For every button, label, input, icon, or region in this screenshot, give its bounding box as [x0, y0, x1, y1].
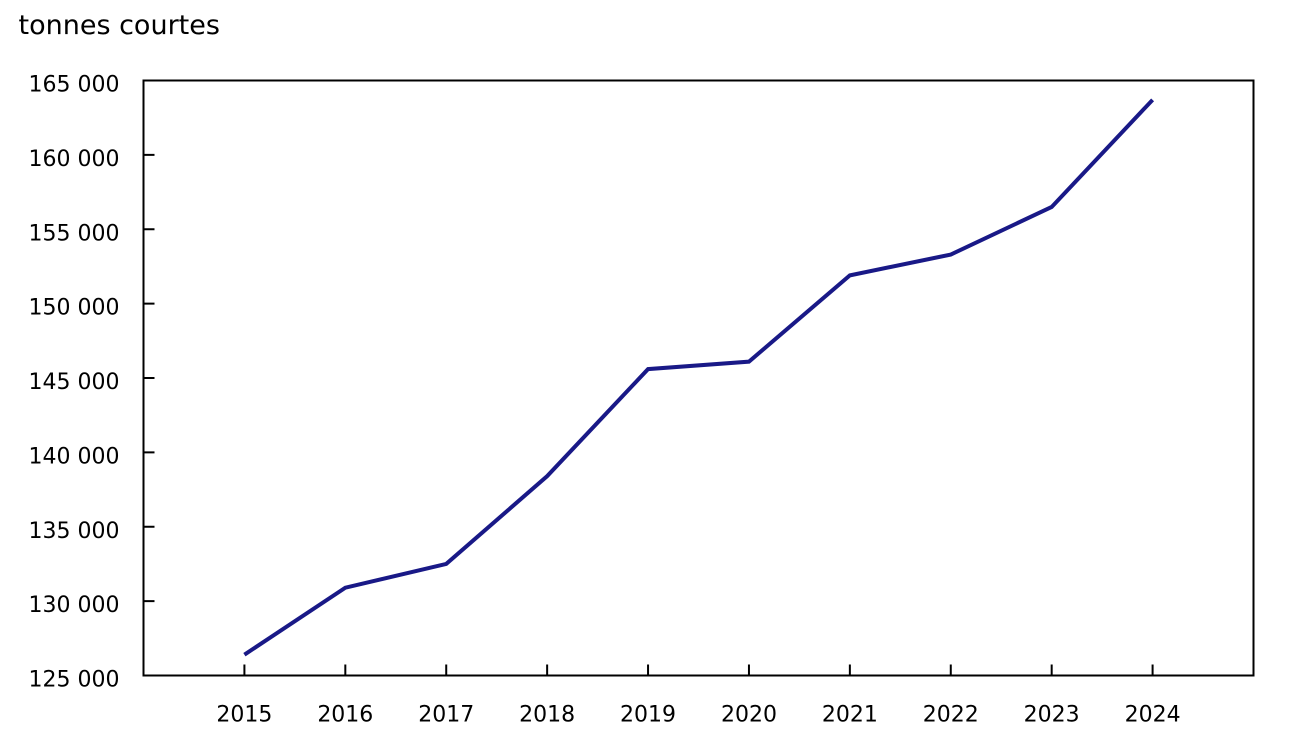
y-axis-tick-label: 150 000 — [29, 296, 120, 321]
y-axis-unit-label: tonnes courtes — [19, 10, 220, 41]
x-axis-tick-label: 2023 — [1024, 703, 1080, 728]
y-axis-tick-label: 145 000 — [29, 370, 120, 395]
x-axis-tick-label: 2020 — [721, 703, 777, 728]
data-line — [243, 98, 1155, 657]
y-axis-tick-label: 130 000 — [29, 593, 120, 618]
x-axis-tick-label: 2022 — [923, 703, 979, 728]
x-axis-tick-label: 2019 — [620, 703, 676, 728]
x-axis-tick-label: 2017 — [418, 703, 474, 728]
x-axis-tick-label: 2018 — [519, 703, 575, 728]
x-axis-tick-label: 2016 — [317, 703, 373, 728]
y-axis-tick-label: 125 000 — [29, 668, 120, 693]
y-axis-tick-label: 140 000 — [29, 444, 120, 469]
x-axis-tick-label: 2024 — [1125, 703, 1181, 728]
y-axis-tick-label: 165 000 — [29, 73, 120, 98]
x-axis-tick-label: 2015 — [216, 703, 272, 728]
y-axis-tick-label: 155 000 — [29, 221, 120, 246]
y-axis-tick-label: 160 000 — [29, 147, 120, 172]
x-axis-tick-label: 2021 — [822, 703, 878, 728]
y-axis-tick-label: 135 000 — [29, 519, 120, 544]
plot-area: 125 000 130 000 135 000 140 000 145 000 150 0… — [29, 73, 1255, 728]
